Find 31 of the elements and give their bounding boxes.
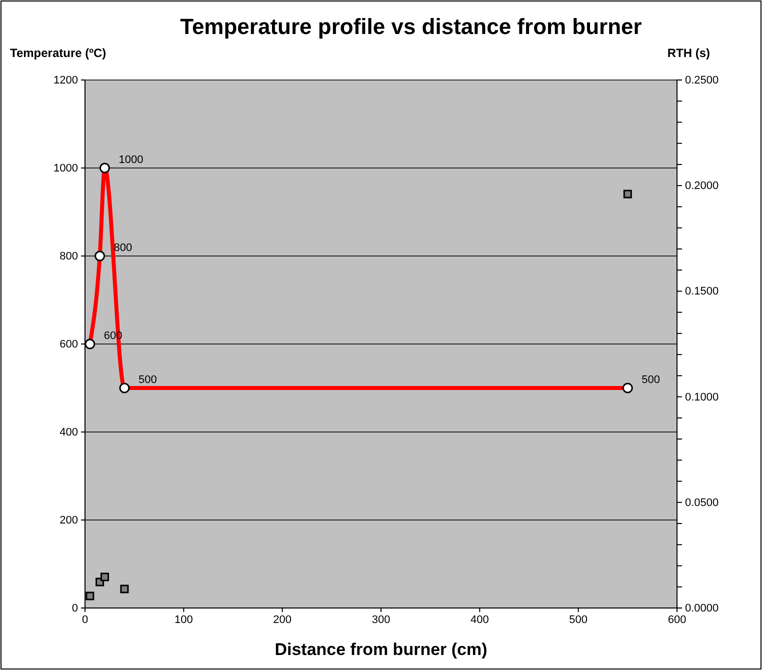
- chart-title: Temperature profile vs distance from burner: [180, 14, 642, 39]
- x-axis-title: Distance from burner (cm): [274, 640, 488, 659]
- x-tick-label: 400: [470, 614, 489, 626]
- y2-tick-label: 0.0500: [685, 496, 719, 509]
- y2-axis-title: RTH (s): [667, 46, 710, 60]
- x-tick-label: 100: [174, 614, 193, 626]
- data-label: 500: [138, 374, 157, 386]
- y2-tick-label: 0.2000: [685, 180, 719, 192]
- y-tick-label: 1000: [54, 162, 78, 175]
- y-tick-label: 400: [60, 426, 78, 439]
- point: [120, 584, 129, 594]
- y-tick-label: 200: [60, 514, 78, 527]
- point: [100, 572, 109, 582]
- y2-tick-label: 0.1500: [685, 286, 719, 298]
- y2-tick-label: 0.1000: [685, 391, 719, 404]
- point: [623, 190, 632, 198]
- y-axis-title: Temperature (ºC): [10, 46, 106, 60]
- y-tick-label: 800: [60, 250, 78, 263]
- data-label: 500: [642, 374, 660, 386]
- y-tick-label: 1200: [54, 74, 78, 87]
- data-label: 1000: [118, 154, 144, 166]
- y2-tick-label: 0.2500: [685, 74, 719, 87]
- x-tick-label: 300: [372, 614, 390, 626]
- x-tick-label: 500: [569, 614, 588, 626]
- x-tick-label: 0: [82, 614, 88, 626]
- y-tick-label: 0: [72, 602, 78, 615]
- point: [86, 592, 94, 600]
- x-tick-label: 600: [668, 614, 686, 626]
- y2-tick-label: 0.0000: [685, 602, 719, 615]
- x-tick-label: 200: [273, 614, 292, 626]
- y-tick-label: 600: [60, 338, 78, 351]
